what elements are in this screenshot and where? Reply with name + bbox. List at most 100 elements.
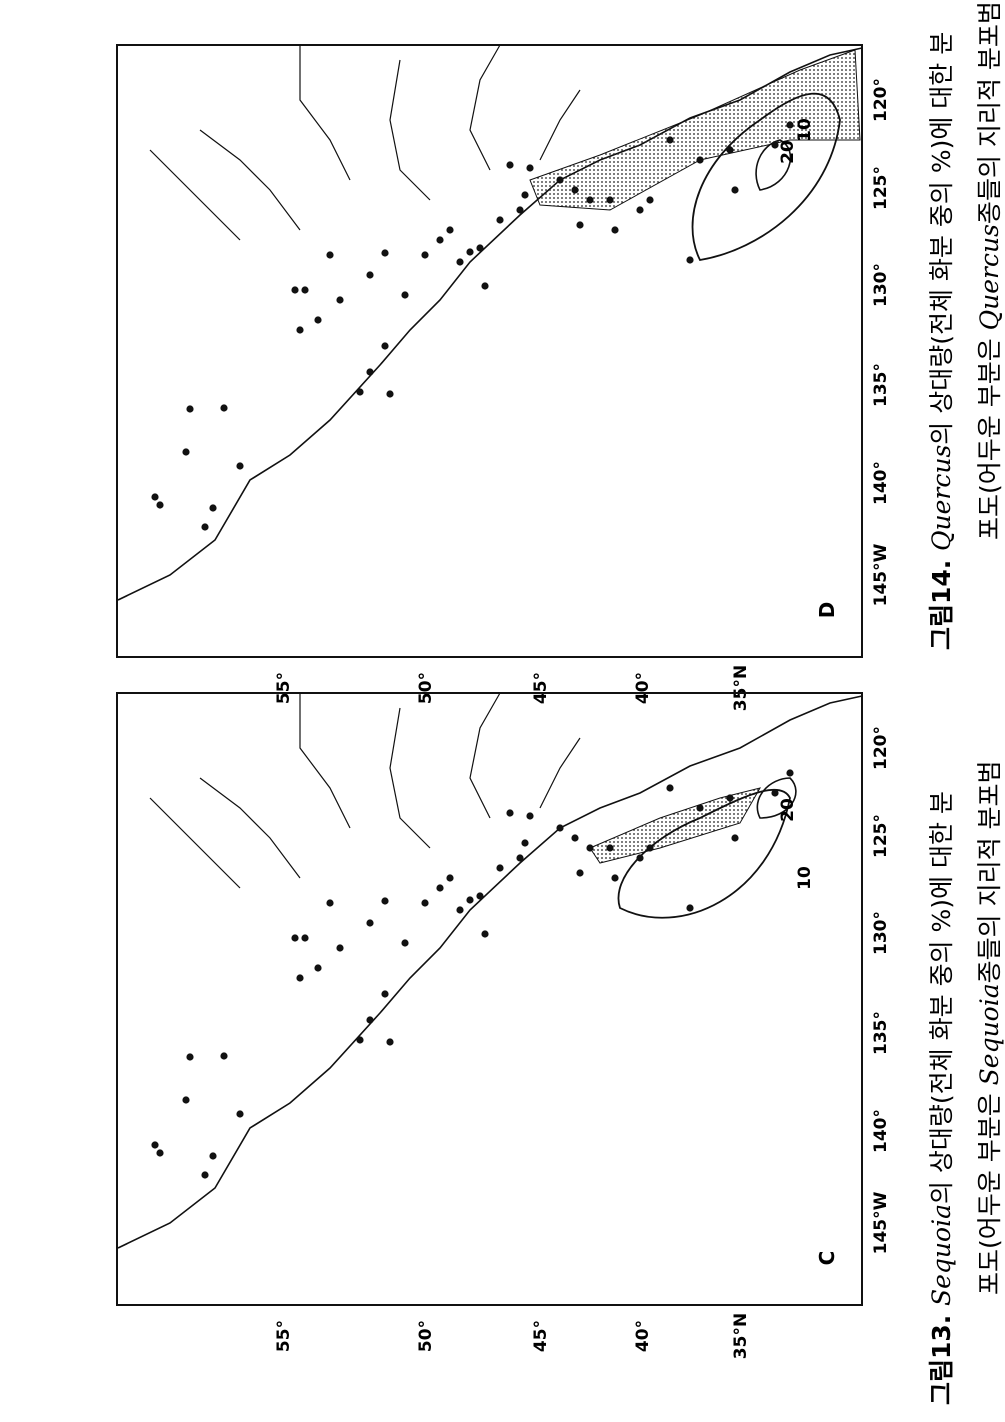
contour-label: 10 [795, 866, 815, 890]
sample-site [182, 1096, 190, 1104]
sample-site [381, 342, 389, 350]
latitude-label: 45° [531, 672, 551, 704]
sample-site [366, 271, 374, 279]
sample-site [466, 248, 474, 256]
longitude-label: 135° [871, 1011, 891, 1055]
river [149, 797, 241, 889]
latitude-label: 35°N [731, 665, 751, 711]
distribution-shade [529, 49, 861, 211]
sample-site [506, 161, 514, 169]
panel-letter: C [815, 1251, 839, 1266]
latitude-label: 50° [416, 672, 436, 704]
sample-site [186, 405, 194, 413]
sample-site [296, 326, 304, 334]
sample-site [366, 919, 374, 927]
contour-label: 10 [795, 118, 815, 142]
sample-site [291, 934, 299, 942]
sample-site [686, 256, 694, 264]
longitude-label: 130° [871, 263, 891, 307]
caption-text: 의 상대량(전체 화분 중의 %)에 대한 분 [927, 32, 956, 445]
panel-letter: D [815, 602, 839, 619]
longitude-label: 120° [871, 78, 891, 122]
latitude-label: 40° [633, 672, 653, 704]
sample-site [586, 844, 594, 852]
sample-site [466, 896, 474, 904]
sample-site [381, 249, 389, 257]
river [539, 737, 581, 809]
sample-site [646, 196, 654, 204]
map-panel: 55° 50° 45° 40° 35°N 145°W 140° 135° 130° 125° 120… [116, 692, 891, 1359]
sample-site [386, 390, 394, 398]
latitude-label: 40° [633, 1320, 653, 1352]
sample-site [182, 448, 190, 456]
sample-site [666, 784, 674, 792]
caption-number: 그림14. [927, 551, 956, 650]
sample-site [476, 892, 484, 900]
map-frame [116, 44, 863, 658]
sample-site [521, 839, 529, 847]
sample-site [686, 904, 694, 912]
caption-genus: Quercus [975, 224, 1004, 330]
sample-site [336, 944, 344, 952]
sample-site [526, 164, 534, 172]
longitude-label: 125° [871, 166, 891, 210]
longitude-label: 140° [871, 461, 891, 505]
sample-site [606, 844, 614, 852]
longitude-label: 140° [871, 1109, 891, 1153]
sample-site [336, 296, 344, 304]
sample-site [521, 191, 529, 199]
sample-site [696, 156, 704, 164]
sample-site [646, 844, 654, 852]
sample-site [381, 897, 389, 905]
figure-caption: 그림14. Quercus의 상대량(전체 화분 중의 %)에 대한 분 [927, 32, 956, 650]
sample-site [446, 226, 454, 234]
sample-site [236, 1110, 244, 1118]
contour-label: 20 [778, 140, 798, 164]
longitude-label: 125° [871, 814, 891, 858]
sample-site [151, 1141, 159, 1149]
longitude-label: 145°W [871, 543, 891, 606]
caption-genus: Sequoia [927, 1204, 956, 1306]
sample-site [666, 136, 674, 144]
sample-site [611, 226, 619, 234]
coastline [117, 695, 863, 1249]
sample-site [209, 504, 217, 512]
sample-site [326, 899, 334, 907]
caption-number: 그림13. [927, 1306, 956, 1405]
latitude-label: 55° [274, 1320, 294, 1352]
sample-site [236, 462, 244, 470]
contour-label: 20 [778, 798, 798, 822]
sample-site [606, 196, 614, 204]
map-panel: 55° 50° 45° 40° 35°N 145°W 140° 135° 130° 125° 120… [116, 44, 891, 711]
river [199, 129, 301, 231]
sample-site [731, 186, 739, 194]
contour-20 [755, 139, 792, 191]
sample-site [556, 176, 564, 184]
sample-site [576, 869, 584, 877]
sample-site [456, 906, 464, 914]
sample-site [771, 789, 779, 797]
sample-site [636, 206, 644, 214]
sample-site [314, 964, 322, 972]
sample-site [201, 523, 209, 531]
contour-10 [691, 92, 841, 261]
river [469, 692, 501, 819]
sample-site [151, 493, 159, 501]
sample-site [496, 216, 504, 224]
caption-genus: Quercus [927, 445, 956, 551]
sample-site [576, 221, 584, 229]
sample-site [771, 141, 779, 149]
river [199, 777, 301, 879]
sample-site [496, 864, 504, 872]
sample-site [366, 368, 374, 376]
sample-site [786, 121, 794, 129]
figure-caption: 포도(어두운 부분은 Sequoia종들의 지리적 분포범 [975, 760, 1004, 1295]
sample-site [291, 286, 299, 294]
sample-site [220, 1052, 228, 1060]
sample-site [156, 1149, 164, 1157]
sample-site [381, 990, 389, 998]
figure-caption: 포도(어두운 부분은 Quercus종들의 지리적 분포범 [975, 1, 1004, 540]
latitude-label: 50° [416, 1320, 436, 1352]
longitude-label: 135° [871, 363, 891, 407]
